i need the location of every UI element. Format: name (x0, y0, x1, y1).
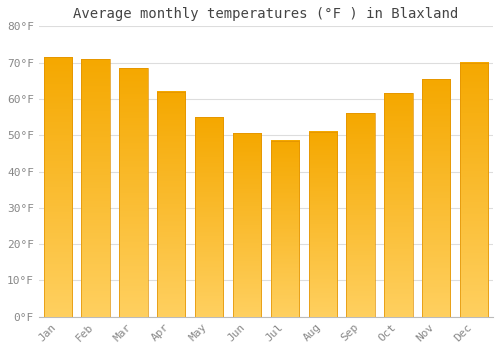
Bar (119, 68, 148, 317)
Title: Average monthly temperatures (°F ) in Blaxland: Average monthly temperatures (°F ) in Bl… (74, 7, 458, 21)
Bar (233, 133, 261, 317)
Bar (195, 117, 224, 317)
Bar (384, 93, 412, 317)
Bar (308, 132, 337, 317)
Bar (460, 63, 488, 317)
Bar (346, 113, 375, 317)
Bar (422, 79, 450, 317)
Bar (44, 57, 72, 317)
Bar (157, 92, 186, 317)
Bar (82, 59, 110, 317)
Bar (270, 141, 299, 317)
